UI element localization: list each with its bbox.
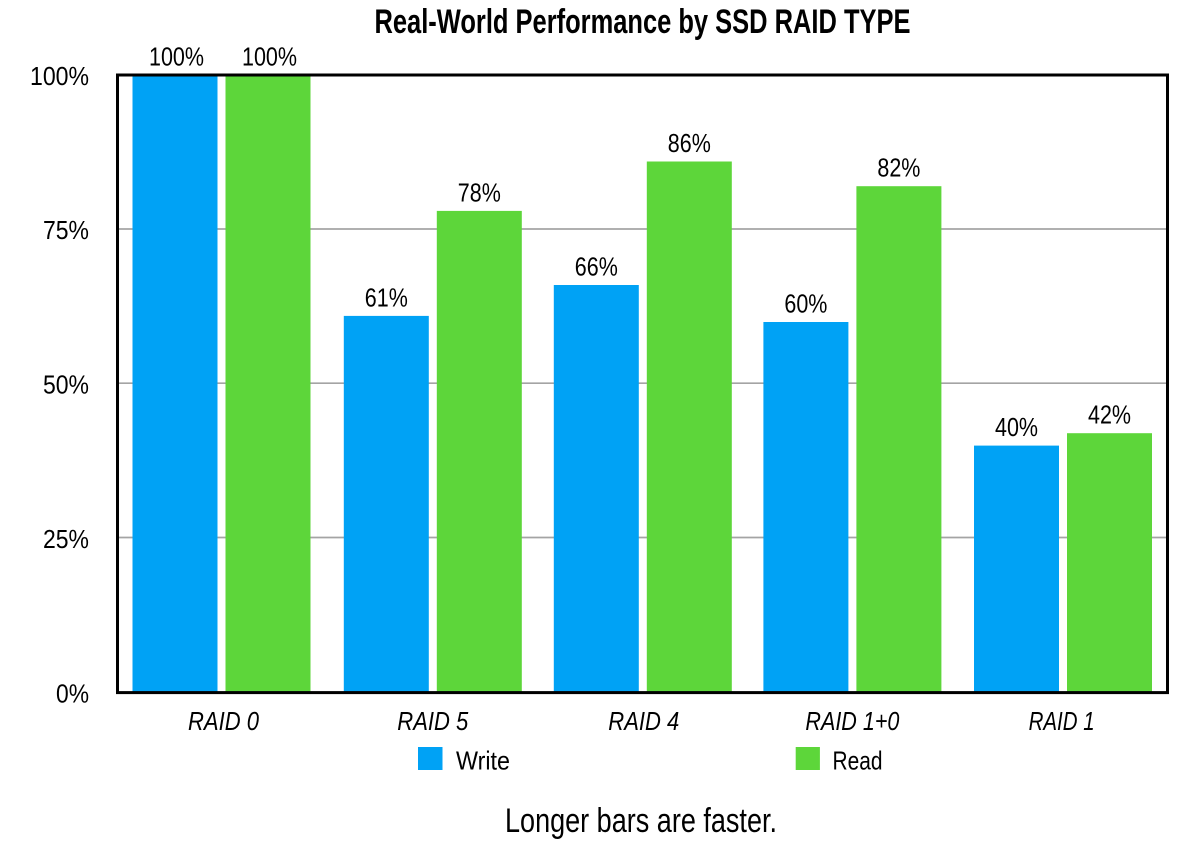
svg-text:RAID 5: RAID 5 [397,706,468,736]
svg-text:78%: 78% [458,177,501,207]
svg-text:100%: 100% [30,61,89,91]
svg-text:100%: 100% [242,42,297,72]
svg-text:RAID 0: RAID 0 [188,706,259,736]
svg-text:Real-World Performance by SSD: Real-World Performance by SSD RAID TYPE [375,3,911,41]
svg-text:0%: 0% [56,678,89,708]
svg-text:66%: 66% [575,252,618,282]
svg-text:75%: 75% [43,215,89,245]
svg-text:61%: 61% [365,282,408,312]
svg-text:RAID 1+0: RAID 1+0 [805,706,899,736]
svg-text:Longer bars are faster.: Longer bars are faster. [505,802,777,840]
svg-text:40%: 40% [995,412,1038,442]
svg-text:RAID 1: RAID 1 [1029,706,1095,736]
svg-text:100%: 100% [149,42,204,72]
svg-text:60%: 60% [784,289,827,319]
svg-text:86%: 86% [668,128,711,158]
svg-text:Read: Read [833,746,883,776]
svg-text:RAID 4: RAID 4 [608,706,679,736]
svg-text:42%: 42% [1088,400,1131,430]
svg-text:50%: 50% [43,370,89,400]
svg-text:Write: Write [456,746,510,776]
svg-text:82%: 82% [877,153,920,183]
svg-text:25%: 25% [43,524,89,554]
